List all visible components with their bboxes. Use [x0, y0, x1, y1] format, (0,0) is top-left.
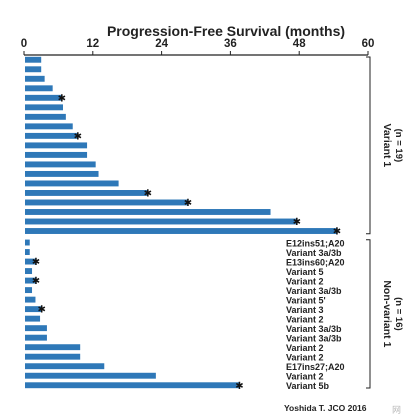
group-label: Non-variant 1 — [381, 280, 393, 347]
group-bracket — [366, 239, 371, 389]
bar — [25, 151, 88, 158]
bar — [25, 142, 88, 149]
bar — [25, 199, 188, 206]
bar-label: E17ins27;A20 — [286, 362, 345, 372]
bar — [25, 287, 33, 294]
bar — [25, 306, 42, 313]
bar-label: Variant 5 — [286, 267, 324, 277]
censor-marker: ✱ — [38, 305, 46, 316]
bar-label: Variant 5b — [286, 381, 330, 391]
watermark: 网 — [392, 405, 401, 416]
bar — [25, 94, 62, 101]
censor-marker: ✱ — [184, 198, 192, 209]
bar — [25, 344, 81, 351]
bar — [25, 56, 42, 63]
bar — [25, 66, 42, 73]
censor-marker: ✱ — [235, 381, 243, 392]
bar-label: Variant 2 — [286, 372, 324, 382]
bar — [25, 372, 156, 379]
censor-marker: ✱ — [32, 257, 40, 268]
bar-label: Variant 5' — [286, 295, 326, 305]
bar — [25, 268, 33, 275]
censor-marker: ✱ — [293, 217, 301, 228]
bar-label: Variant 3 — [286, 305, 324, 315]
x-tick-label: 12 — [86, 38, 99, 50]
bar-label: Variant 3a/3b — [286, 333, 342, 343]
bar — [25, 334, 47, 341]
censor-marker: ✱ — [32, 276, 40, 287]
censor-markers-layer: ✱ ✱ ✱ ✱ ✱ ✱ ✱ ✱ ✱ ✱ — [32, 93, 341, 391]
group-n-label: (n = 16) — [393, 297, 404, 331]
bar-label: Variant 3a/3b — [286, 286, 342, 296]
bar — [25, 353, 81, 360]
bar — [25, 277, 36, 284]
chart-title: Progression-Free Survival (months) — [107, 23, 345, 39]
bar — [25, 382, 239, 389]
bar — [25, 170, 99, 177]
bar-label: Variant 3a/3b — [286, 324, 342, 334]
x-axis: 0 12 24 36 48 60 — [21, 38, 375, 56]
censor-marker: ✱ — [144, 189, 152, 200]
group-n-label: (n = 19) — [393, 129, 404, 163]
bar — [25, 75, 45, 82]
bar — [25, 180, 119, 187]
x-tick-label: 24 — [155, 38, 168, 50]
bar — [25, 315, 41, 322]
citation: Yoshida T. JCO 2016 — [284, 403, 367, 413]
bar — [25, 239, 30, 246]
x-tick-label: 48 — [293, 38, 306, 50]
bar — [25, 249, 30, 255]
bar — [25, 228, 337, 234]
censor-marker: ✱ — [58, 93, 66, 104]
group-bracket — [366, 56, 371, 235]
bar — [25, 218, 297, 225]
bar-label: Variant 3a/3b — [286, 248, 342, 258]
x-tick-label: 60 — [362, 38, 375, 50]
bar-label: Variant 2 — [286, 314, 324, 324]
bar — [25, 363, 105, 370]
bar — [25, 325, 47, 332]
bar — [25, 161, 96, 168]
bar — [25, 258, 36, 265]
bar-label: Variant 2 — [286, 276, 324, 286]
bar-label: Variant 2 — [286, 353, 324, 363]
bar — [25, 123, 73, 130]
group-brackets: Variant 1 (n = 19) Non-variant 1 (n = 16) — [366, 56, 404, 389]
bars-layer — [25, 56, 337, 389]
x-tick-label: 0 — [21, 38, 27, 50]
bar-label: Variant 2 — [286, 343, 324, 353]
bar — [25, 132, 78, 139]
bar — [25, 190, 148, 196]
bar — [25, 296, 36, 303]
bar-label: E12ins51;A20 — [286, 238, 345, 248]
bar — [25, 104, 63, 111]
group-label: Variant 1 — [381, 123, 393, 167]
bar — [25, 113, 66, 120]
censor-marker: ✱ — [333, 227, 341, 238]
censor-marker: ✱ — [74, 131, 82, 142]
bar — [25, 85, 53, 92]
bar — [25, 209, 271, 215]
bar-label: E13ins60;A20 — [286, 257, 345, 267]
x-tick-label: 36 — [224, 38, 237, 50]
